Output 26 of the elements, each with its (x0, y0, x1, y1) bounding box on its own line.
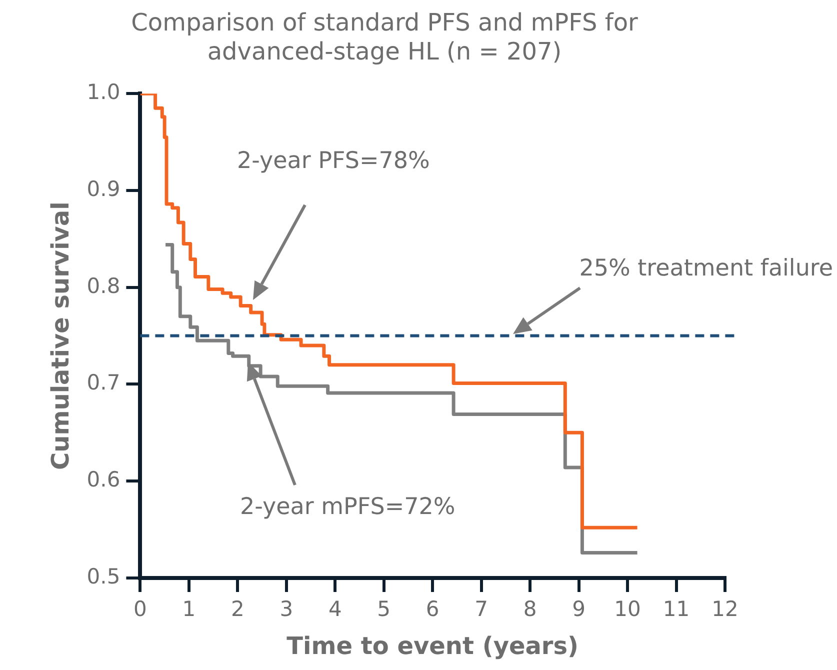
x-tick-label: 1 (182, 597, 196, 622)
ref-line-label: 25% treatment failure (579, 255, 833, 282)
y-tick-label: 1.0 (86, 80, 120, 104)
annotation: 2-year PFS=78% (237, 148, 430, 174)
y-tick-label: 0.8 (86, 274, 120, 298)
x-tick-label: 5 (377, 597, 391, 622)
x-tick-label: 4 (328, 597, 342, 622)
y-tick-label: 0.7 (86, 370, 120, 395)
x-tick-label: 12 (712, 597, 738, 622)
x-tick-label: 8 (523, 597, 537, 622)
x-tick-label: 2 (230, 597, 244, 622)
x-tick-label: 0 (134, 597, 147, 622)
x-tick-label: 7 (474, 597, 488, 622)
x-tick-label: 6 (426, 597, 440, 622)
text: advanced-stage HL (n = 207) (207, 37, 562, 66)
y-tick-label: 0.5 (86, 564, 120, 588)
y-axis-title: Cumulative survival (46, 202, 75, 470)
x-tick-label: 10 (614, 597, 641, 622)
x-tick-label: 9 (572, 597, 586, 622)
text: Comparison of standard PFS and mPFS for (131, 8, 638, 37)
x-tick-label: 3 (280, 597, 294, 622)
x-tick-label: 11 (662, 597, 690, 622)
y-tick-label: 0.9 (86, 176, 120, 201)
x-axis-title: Time to event (years) (286, 632, 579, 660)
annotation: 2-year mPFS=72% (240, 494, 456, 520)
y-tick-label: 0.6 (86, 468, 120, 492)
